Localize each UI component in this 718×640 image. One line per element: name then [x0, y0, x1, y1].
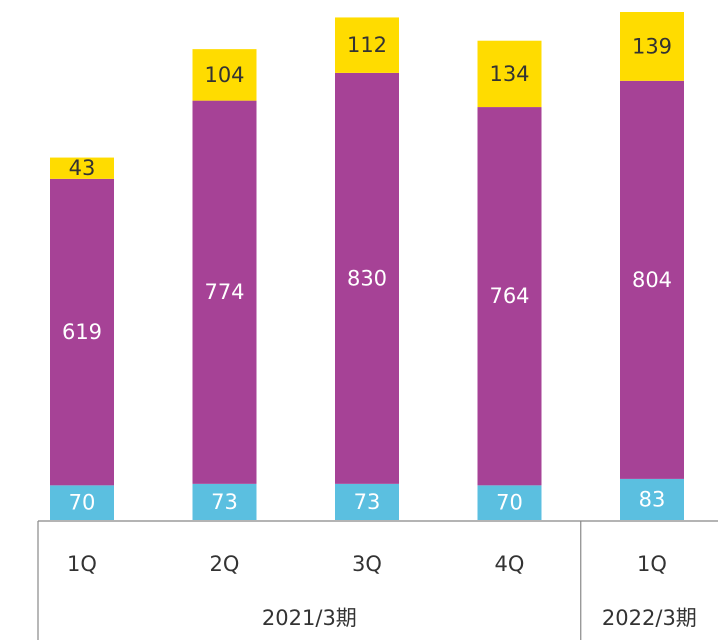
bar-segment [620, 80, 684, 479]
bar-segment [50, 485, 114, 520]
x-tick-label: 3Q [352, 552, 382, 576]
x-tick-label: 1Q [637, 552, 667, 576]
bar-segment [477, 40, 542, 108]
x-tick-label: 1Q [67, 552, 97, 576]
data-label: 804 [632, 268, 672, 292]
data-label: 43 [69, 156, 96, 180]
data-label: 112 [347, 33, 387, 57]
data-label: 73 [354, 490, 381, 514]
bar-segment [335, 72, 399, 484]
data-label: 830 [347, 266, 387, 290]
bar-segment [335, 483, 399, 520]
bar-segment [192, 483, 257, 520]
data-label: 764 [489, 284, 529, 308]
data-label: 70 [69, 491, 96, 515]
group-label: 2021/3期 [262, 606, 357, 630]
x-tick-label: 4Q [495, 552, 525, 576]
x-tick-label: 2Q [210, 552, 240, 576]
data-label: 139 [632, 34, 672, 58]
bar-segment [620, 12, 684, 81]
bar-segment [620, 478, 684, 520]
bar-segment [477, 485, 542, 520]
bar-segment [50, 157, 114, 179]
data-label: 619 [62, 320, 102, 344]
bar-segment [477, 107, 542, 486]
bar-segment [192, 100, 257, 484]
data-label: 70 [496, 491, 523, 515]
bar-segment [50, 178, 114, 486]
group-label: 2022/3期 [602, 606, 697, 630]
data-label: 73 [211, 490, 238, 514]
data-label: 104 [204, 63, 244, 87]
data-label: 774 [204, 280, 244, 304]
bar-segment [335, 17, 399, 73]
bar-segment [192, 49, 257, 101]
data-label: 134 [489, 62, 529, 86]
data-label: 83 [639, 487, 666, 511]
